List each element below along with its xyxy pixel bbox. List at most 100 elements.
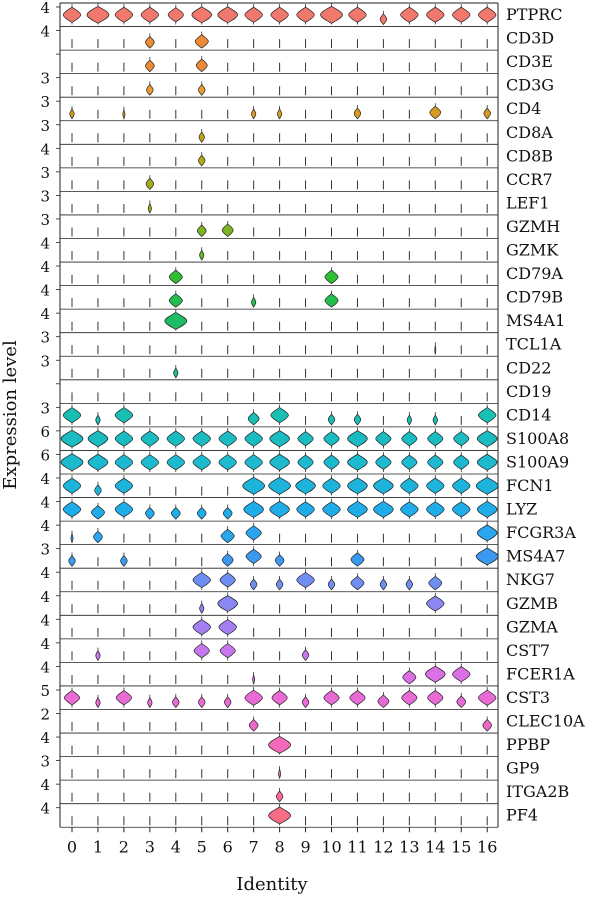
violin-cd79b-10: [324, 290, 339, 308]
x-tick-label-1: 1: [93, 837, 103, 856]
violin-s100a9-1: [87, 451, 109, 472]
gene-label-gzma: GZMA: [506, 617, 558, 636]
violin-fcer1a-13: [402, 667, 417, 685]
gene-label-cd22: CD22: [506, 358, 551, 377]
violin-fcgr3a-1: [93, 528, 103, 544]
violin-cd79b-7: [251, 294, 257, 308]
violin-nkg7-5: [192, 569, 211, 590]
x-tick-label-5: 5: [197, 837, 207, 856]
violin-fcn1-11: [347, 474, 368, 496]
violin-lyz-0: [62, 498, 82, 520]
violin-cd4-2: [122, 106, 126, 120]
violin-panel-nkg7: [56, 569, 498, 593]
violin-nkg7-14: [428, 573, 443, 591]
max-label-cd3g: 3: [40, 70, 50, 88]
violin-ptprc-1: [86, 3, 110, 25]
max-label-clec10a: 2: [40, 706, 50, 724]
violin-cd14-0: [62, 404, 82, 425]
violin-panel-cst3: [56, 687, 498, 710]
x-axis: 0 1 2 3 4 5 6 7 8 9 10 11 12 13 14 15 16: [59, 2, 499, 856]
max-label-lyz: 4: [40, 494, 50, 512]
violin-s100a8-12: [375, 428, 392, 449]
violin-gzmk-5: [199, 247, 205, 261]
violin-ptprc-6: [217, 3, 238, 25]
max-expression-labels: 4 4 3 3 3 4 3 3 3 4 4 4 4 3 3 3 6 6 4 4 4 3 4 4 4 4 4 5 2 4 3 4 4: [40, 0, 50, 818]
violin-fcn1-2: [114, 475, 134, 496]
violin-lef1-3: [147, 200, 152, 214]
violin-ppbp-8: [268, 733, 291, 755]
violin-cd14-16: [478, 404, 497, 425]
violin-ptprc-10: [320, 3, 343, 25]
gene-label-cd14: CD14: [506, 405, 551, 424]
violin-s100a8-15: [453, 428, 470, 449]
violin-panel-fcgr3a: [56, 521, 498, 546]
gene-label-pf4: PF4: [506, 806, 538, 825]
gene-label-clec10a: CLEC10A: [506, 712, 585, 731]
violin-fcer1a-14: [425, 663, 446, 684]
violin-cd3d-3: [145, 33, 155, 49]
violin-itga2b-8: [275, 788, 284, 803]
violin-fcn1-7: [242, 474, 266, 496]
violin-s100a8-0: [60, 427, 84, 449]
violin-cd4-8: [277, 105, 283, 120]
violin-tcl1a-14: [434, 342, 437, 355]
max-label-cst7: 4: [40, 635, 50, 653]
violin-cst3-3: [147, 694, 153, 709]
violin-panels: [56, 3, 499, 828]
violin-fcer1a-7: [252, 671, 256, 686]
violin-panel-cd8a: [56, 124, 498, 145]
violin-gzma-5: [192, 616, 211, 637]
violin-cst3-2: [115, 687, 132, 708]
violin-panel-cd8b: [56, 147, 498, 169]
violin-cst3-7: [244, 687, 263, 708]
gene-label-lef1: LEF1: [506, 193, 550, 212]
violin-nkg7-10: [327, 576, 336, 591]
violin-ptprc-15: [452, 4, 471, 25]
violin-s100a9-0: [60, 450, 84, 472]
max-label-cd8a: 3: [40, 117, 50, 135]
max-label-s100a9: 6: [40, 446, 50, 464]
violin-ptprc-12: [379, 10, 388, 26]
violin-lyz-12: [373, 498, 394, 520]
x-tick-label-9: 9: [300, 837, 310, 856]
violin-panel-lef1: [56, 194, 498, 216]
gene-label-ppbp: PPBP: [506, 735, 550, 754]
violin-cd4-0: [69, 105, 75, 120]
max-label-nkg7: 4: [40, 564, 50, 582]
violin-panel-pf4: [56, 803, 498, 828]
violin-s100a8-7: [244, 428, 263, 449]
violin-nkg7-8: [275, 576, 284, 591]
gene-label-gp9: GP9: [506, 759, 540, 778]
violin-cst3-6: [224, 693, 232, 709]
x-tick-label-11: 11: [347, 837, 367, 856]
violin-cd4-16: [483, 105, 491, 120]
violin-fcn1-0: [62, 475, 82, 496]
violin-nkg7-13: [405, 576, 414, 591]
gene-label-cd3d: CD3D: [506, 29, 554, 48]
violin-gzmb-5: [199, 600, 205, 614]
violin-cst7-5: [193, 640, 210, 661]
violin-fcn1-13: [400, 475, 419, 496]
violin-panel-gzmb: [56, 592, 498, 616]
gene-label-cst3: CST3: [506, 688, 550, 707]
violin-panel-clec10a: [56, 713, 498, 734]
violin-fcgr3a-16: [476, 521, 498, 543]
gene-label-ccr7: CCR7: [506, 170, 553, 189]
violin-s100a9-2: [114, 451, 134, 472]
violin-fcgr3a-0: [70, 530, 74, 544]
violin-nkg7-6: [219, 569, 236, 590]
violin-panel-tcl1a: [56, 336, 498, 357]
gene-label-cd19: CD19: [506, 382, 551, 401]
violin-cst3-16: [478, 687, 497, 708]
violin-s100a8-16: [476, 427, 498, 449]
violin-lyz-15: [452, 498, 471, 520]
violin-s100a9-3: [140, 451, 160, 472]
gene-label-s100a8: S100A8: [506, 429, 569, 448]
gene-label-ms4a1: MS4A1: [506, 311, 565, 330]
gene-label-s100a9: S100A9: [506, 452, 569, 471]
max-label-gzmh: 3: [40, 211, 50, 229]
violin-ms4a7-7: [245, 546, 262, 567]
gene-label-gzmh: GZMH: [506, 217, 560, 236]
violin-s100a9-8: [269, 451, 290, 472]
violin-cst3-8: [271, 687, 288, 708]
